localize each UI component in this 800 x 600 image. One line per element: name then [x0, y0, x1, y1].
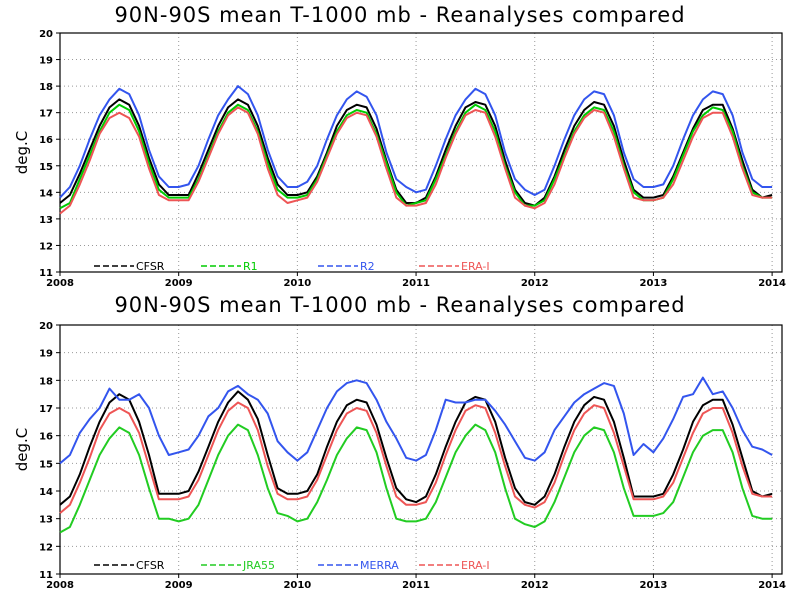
- y-tick-label: 19: [39, 349, 53, 360]
- legend-label: MERRA: [360, 559, 399, 572]
- y-axis-label: deg.C: [13, 428, 31, 472]
- x-tick-label: 2013: [640, 278, 668, 289]
- legend-label: JRA55: [242, 559, 275, 572]
- x-tick-label: 2011: [402, 278, 430, 289]
- x-tick-label: 2008: [46, 580, 74, 591]
- plot-frame: [59, 32, 783, 273]
- x-tick-label: 2009: [165, 580, 193, 591]
- x-tick-label: 2014: [758, 278, 786, 289]
- x-tick-label: 2013: [640, 580, 668, 591]
- y-tick-label: 20: [39, 321, 53, 332]
- chart-title: 90N-90S mean T-1000 mb - Reanalyses comp…: [114, 293, 685, 317]
- legend-label: ERA-I: [461, 260, 490, 273]
- y-tick-label: 20: [39, 29, 53, 40]
- y-tick-label: 18: [39, 82, 53, 93]
- x-tick-label: 2010: [283, 278, 311, 289]
- x-tick-label: 2009: [165, 278, 193, 289]
- x-tick-label: 2012: [521, 278, 549, 289]
- series-line-merra: [59, 376, 773, 465]
- series-line-jra55: [59, 423, 773, 534]
- y-tick-label: 19: [39, 56, 53, 67]
- legend-label: ERA-I: [461, 559, 490, 572]
- x-tick-label: 2010: [283, 580, 311, 591]
- chart-panel-2: 90N-90S mean T-1000 mb - Reanalyses comp…: [13, 293, 786, 591]
- y-tick-label: 17: [39, 404, 53, 415]
- y-tick-label: 16: [39, 135, 53, 146]
- y-tick-label: 16: [39, 432, 53, 443]
- y-tick-label: 14: [39, 188, 53, 199]
- series-line-era-i: [59, 401, 773, 514]
- y-tick-label: 17: [39, 109, 53, 120]
- series-line-cfsr: [59, 390, 773, 506]
- legend-label: R2: [360, 260, 375, 273]
- x-tick-label: 2008: [46, 278, 74, 289]
- y-tick-label: 11: [39, 268, 53, 279]
- y-tick-label: 12: [39, 542, 53, 553]
- y-tick-label: 13: [39, 515, 53, 526]
- y-tick-label: 12: [39, 241, 53, 252]
- series-line-era-i: [59, 106, 773, 215]
- y-tick-label: 13: [39, 215, 53, 226]
- y-axis-label: deg.C: [13, 131, 31, 175]
- x-tick-label: 2014: [758, 580, 786, 591]
- plot-frame: [59, 324, 783, 575]
- legend-label: CFSR: [136, 260, 165, 273]
- chart-panel-1: 90N-90S mean T-1000 mb - Reanalyses comp…: [13, 3, 786, 289]
- x-tick-label: 2011: [402, 580, 430, 591]
- chart-title: 90N-90S mean T-1000 mb - Reanalyses comp…: [114, 3, 685, 27]
- y-tick-label: 18: [39, 376, 53, 387]
- legend-label: CFSR: [136, 559, 165, 572]
- y-tick-label: 14: [39, 487, 53, 498]
- series-line-r2: [59, 85, 773, 199]
- legend-label: R1: [243, 260, 258, 273]
- y-tick-label: 11: [39, 570, 53, 581]
- x-tick-label: 2012: [521, 580, 549, 591]
- y-tick-label: 15: [39, 162, 53, 173]
- y-tick-label: 15: [39, 459, 53, 470]
